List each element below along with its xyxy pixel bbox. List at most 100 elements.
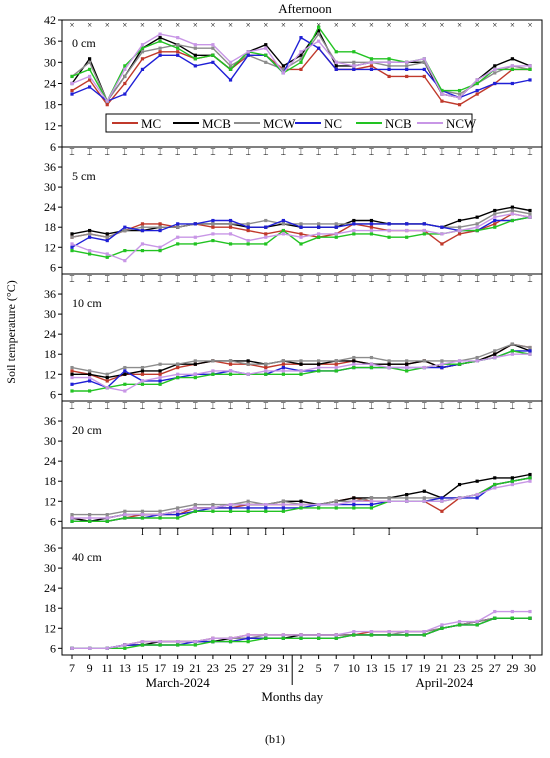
significance-marker: ⌶ <box>316 274 321 284</box>
data-point-NC <box>352 503 356 507</box>
data-point-MCB <box>510 205 514 209</box>
data-point-NCW <box>70 516 74 520</box>
significance-marker: ⌶ <box>334 401 339 411</box>
data-point-MCW <box>317 222 321 226</box>
month-label-april: April-2024 <box>415 675 473 690</box>
data-point-NCW <box>105 99 109 103</box>
data-point-NCW <box>193 506 197 510</box>
series-line-NCW <box>72 610 530 649</box>
significance-marker: I <box>176 527 179 537</box>
x-tick-label: 21 <box>436 661 448 675</box>
data-point-NC <box>317 46 321 50</box>
significance-marker: ⌶ <box>510 147 515 157</box>
data-point-MCW <box>246 499 250 503</box>
significance-marker: ⌶ <box>386 147 391 157</box>
data-point-NCW <box>264 503 268 507</box>
data-point-NC <box>440 365 444 370</box>
data-point-NCW <box>510 64 514 68</box>
data-point-NCB <box>352 506 356 510</box>
data-point-NCW <box>211 636 215 640</box>
data-point-NC <box>493 218 497 223</box>
significance-marker: ⌶ <box>140 274 145 284</box>
data-point-NCB <box>228 372 233 376</box>
x-tick-label: 27 <box>242 661 254 675</box>
data-point-NC <box>440 225 444 229</box>
series-line-MC <box>72 617 530 649</box>
y-tick-label: 12 <box>44 494 56 508</box>
data-point-NCW <box>457 359 462 363</box>
y-axis-label: Soil temperature (°C) <box>4 280 18 383</box>
data-point-NCB <box>387 57 391 61</box>
data-point-NCW <box>317 365 321 370</box>
data-point-NCW <box>334 60 338 64</box>
significance-marker: ⌶ <box>369 274 374 284</box>
significance-marker: ⌶ <box>193 147 198 157</box>
data-point-NCW <box>493 355 497 360</box>
data-point-MCW <box>528 212 532 216</box>
y-tick-label: 24 <box>44 77 56 91</box>
data-point-NCB <box>317 25 321 29</box>
significance-marker: × <box>404 20 409 30</box>
data-point-MCW <box>369 355 374 360</box>
panel-0-cm: 6 12 18 24 30 36 42 0 cm × × × × × × × × × × × × × × × × × × × × × × ×… <box>44 13 543 154</box>
data-point-MCW <box>281 499 285 503</box>
data-point-NCB <box>70 389 74 393</box>
data-point-NCW <box>228 60 233 64</box>
data-point-NCW <box>475 359 479 363</box>
data-point-MC <box>228 362 233 366</box>
data-point-MCW <box>528 345 532 350</box>
significance-marker: ⌶ <box>298 401 303 411</box>
data-point-MCW <box>70 365 74 370</box>
significance-marker: ⌶ <box>69 401 74 411</box>
data-point-NCB <box>140 46 145 50</box>
data-point-NCB <box>334 506 338 510</box>
data-point-MC <box>176 365 180 370</box>
data-point-NCB <box>123 382 127 386</box>
data-point-NCB <box>369 365 374 370</box>
data-point-MCW <box>264 60 268 64</box>
data-point-NCB <box>140 643 145 647</box>
y-tick-label: 18 <box>44 601 56 615</box>
significance-marker: ⌶ <box>369 401 374 411</box>
data-point-NCW <box>317 39 321 43</box>
data-point-NCB <box>193 643 197 647</box>
data-point-MCW <box>105 372 109 376</box>
significance-marker: I <box>282 527 285 537</box>
data-point-NCB <box>299 372 303 376</box>
significance-marker: × <box>105 20 110 30</box>
data-point-NCB <box>281 372 285 376</box>
significance-marker: × <box>510 20 515 30</box>
data-point-MCW <box>176 362 180 366</box>
significance-marker: I <box>229 527 232 537</box>
significance-marker: ⌶ <box>87 274 92 284</box>
x-tick-label: 19 <box>172 661 184 675</box>
data-point-MCB <box>88 57 92 61</box>
data-point-NCB <box>211 238 215 243</box>
data-point-MCW <box>317 359 321 363</box>
data-point-NC <box>334 67 338 71</box>
data-point-NCB <box>88 67 92 71</box>
x-tick-label: 7 <box>69 661 75 675</box>
data-point-NCB <box>158 382 162 386</box>
significance-marker: × <box>475 20 480 30</box>
significance-marker: ⌶ <box>122 401 127 411</box>
significance-marker: × <box>369 20 374 30</box>
significance-marker: ⌶ <box>474 274 479 284</box>
depth-label: 0 cm <box>72 36 96 50</box>
data-point-MCB <box>88 372 92 376</box>
legend-label-MC: MC <box>141 116 161 131</box>
data-point-MCW <box>211 46 215 50</box>
data-point-MCW <box>158 509 162 513</box>
data-point-NCW <box>246 50 250 54</box>
data-point-NCW <box>281 71 285 75</box>
data-point-NC <box>158 379 162 383</box>
data-point-NCW <box>440 499 444 503</box>
data-point-NCW <box>334 503 338 507</box>
significance-marker: ⌶ <box>527 274 532 284</box>
data-point-MCB <box>493 64 497 68</box>
data-point-MCB <box>158 369 162 373</box>
data-point-MCB <box>387 362 391 366</box>
x-tick-label: 21 <box>189 661 201 675</box>
data-point-NCW <box>140 640 145 644</box>
data-point-NCW <box>281 369 285 373</box>
